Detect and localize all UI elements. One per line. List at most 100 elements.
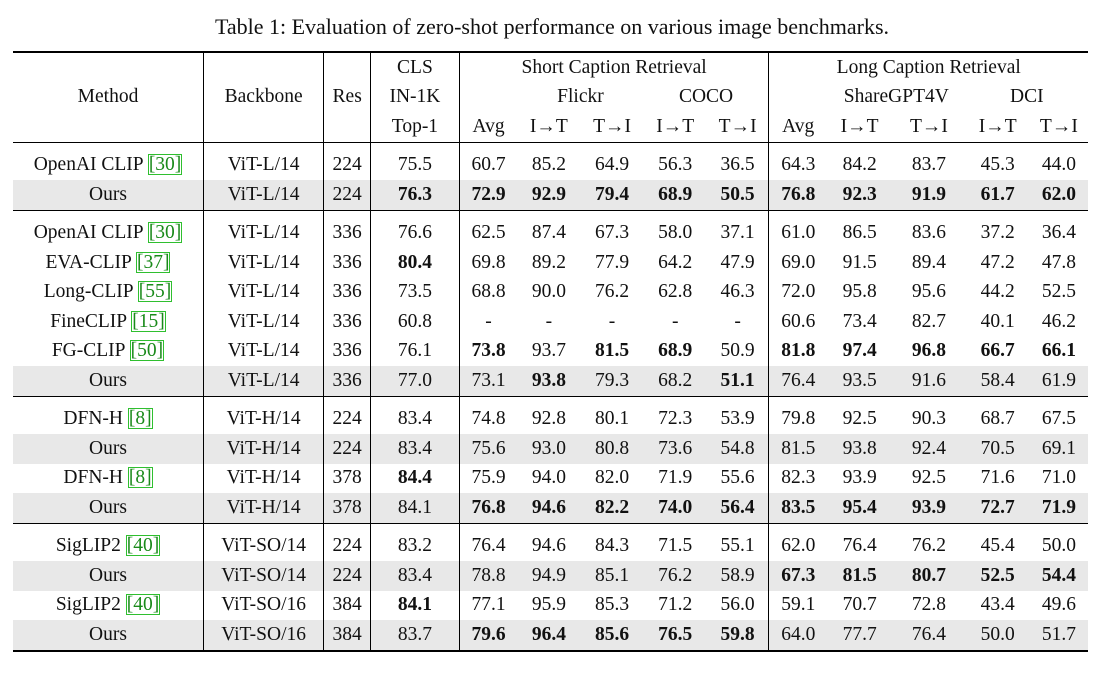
score-cell: 37.2 <box>980 222 1015 244</box>
score-cell: 77.7 <box>827 620 893 652</box>
method-name: OpenAI CLIP <box>33 154 148 176</box>
method-name: Ours <box>89 369 127 391</box>
score-cell: 92.3 <box>827 180 893 210</box>
score-cell: 79.6 <box>458 620 518 652</box>
backbone-cell: ViT-L/14 <box>203 180 324 210</box>
res-cell: 384 <box>323 620 371 652</box>
citation-link[interactable]: [30] <box>147 222 183 244</box>
score-cell: 46.3 <box>720 281 755 303</box>
method-cell: Long-CLIP [55] <box>13 278 204 308</box>
col-header: I→T <box>517 112 581 143</box>
score-cell: 97.4 <box>842 340 877 362</box>
method-cell: DFN-H [8] <box>13 405 204 435</box>
score-cell: - <box>608 310 616 332</box>
res-cell: 378 <box>323 463 371 493</box>
res-cell: 224 <box>323 404 371 434</box>
score-cell: 77.9 <box>594 251 630 273</box>
score-cell: 76.2 <box>643 561 707 591</box>
backbone-cell: ViT-SO/14 <box>203 531 324 561</box>
score-cell: 95.8 <box>842 281 877 303</box>
backbone-cell: ViT-SO/16 <box>203 620 324 652</box>
col-header: Avg <box>768 112 828 143</box>
citation-link[interactable]: [40] <box>125 594 161 616</box>
citation-link[interactable]: [8] <box>127 467 153 489</box>
method-cell: OpenAI CLIP [30] <box>13 219 204 249</box>
score-cell: 93.0 <box>517 434 581 464</box>
backbone-cell: ViT-L/14 <box>203 307 324 337</box>
method-name: Ours <box>89 496 127 518</box>
method-name: Long-CLIP <box>43 281 138 303</box>
citation-link[interactable]: [37] <box>135 251 171 273</box>
score-cell: 55.1 <box>720 535 755 557</box>
score-cell: 92.8 <box>531 408 566 430</box>
score-cell: 92.9 <box>517 180 581 210</box>
table-row: Ours ViT-L/14 224 76.3 72.9 92.9 79.4 68.9 50.5 7… <box>13 180 1088 210</box>
citation-link[interactable]: [40] <box>125 535 161 557</box>
score-cell: - <box>458 307 518 337</box>
method-cell: Ours <box>13 561 204 591</box>
score-cell: 85.3 <box>594 594 630 616</box>
score-cell: 51.1 <box>706 366 769 396</box>
citation-link[interactable]: [15] <box>131 310 166 332</box>
cls-header-line1: CLS <box>370 51 460 83</box>
score-cell: 55.6 <box>720 467 755 489</box>
score-cell: 44.2 <box>980 281 1015 303</box>
score-cell: 46.2 <box>1041 310 1076 332</box>
score-cell: 58.9 <box>706 561 769 591</box>
score-cell: 50.5 <box>706 180 769 210</box>
res-cell: 336 <box>323 366 371 396</box>
col-header: T→I <box>580 112 644 143</box>
cls-cell: 83.4 <box>370 404 460 434</box>
score-cell: 85.6 <box>580 620 644 652</box>
col-header: Avg <box>458 112 518 143</box>
score-cell: 93.9 <box>842 467 877 489</box>
cls-header-line2: IN-1K <box>370 82 460 112</box>
citation-link[interactable]: [30] <box>147 154 183 176</box>
col-header: T→I <box>892 112 966 143</box>
table-caption: Table 1: Evaluation of zero-shot perform… <box>214 14 890 39</box>
score-cell: 47.2 <box>980 251 1015 273</box>
score-cell: 91.9 <box>892 180 966 210</box>
score-cell: 73.6 <box>643 434 707 464</box>
score-cell: 64.0 <box>768 620 828 652</box>
cls-cell: 60.8 <box>370 307 460 337</box>
method-cell: SigLIP2 [40] <box>13 532 204 562</box>
score-cell: 62.8 <box>658 281 693 303</box>
score-cell: 82.2 <box>580 493 644 523</box>
score-cell: 49.6 <box>1041 594 1076 616</box>
score-cell: 93.8 <box>517 366 581 396</box>
citation-link[interactable]: [55] <box>137 281 173 303</box>
citation-link[interactable]: [8] <box>127 408 153 430</box>
score-cell: 80.1 <box>594 408 630 430</box>
method-name: Ours <box>89 437 127 459</box>
score-cell: 64.2 <box>658 251 693 273</box>
table-row: EVA-CLIP [37] ViT-L/14 336 80.4 69.8 89.2 77.9… <box>13 248 1088 278</box>
res-cell: 384 <box>323 590 371 620</box>
backbone-cell: ViT-H/14 <box>203 463 324 493</box>
score-cell: 81.5 <box>827 561 893 591</box>
cls-cell: 84.1 <box>370 590 460 620</box>
score-cell: 91.6 <box>892 366 966 396</box>
method-cell: Ours <box>13 434 204 464</box>
backbone-cell: ViT-SO/16 <box>203 590 324 620</box>
score-cell: 76.2 <box>594 281 630 303</box>
header-row-1: CLS Short Caption Retrieval Long Caption… <box>13 51 1088 83</box>
cls-cell: 77.0 <box>370 366 460 396</box>
score-cell: 67.5 <box>1041 408 1076 430</box>
col-header: I→T <box>965 112 1030 143</box>
res-cell: 224 <box>323 150 371 180</box>
score-cell: 87.4 <box>531 222 566 244</box>
backbone-cell: ViT-L/14 <box>203 277 324 307</box>
score-cell: 62.0 <box>1029 180 1088 210</box>
method-cell: FG-CLIP [50] <box>13 337 204 367</box>
res-header: Res <box>323 82 371 112</box>
score-cell: 68.2 <box>643 366 707 396</box>
score-cell: 60.6 <box>768 307 828 337</box>
score-cell: - <box>734 310 741 332</box>
score-cell: 47.8 <box>1041 251 1076 273</box>
cls-cell: 76.1 <box>370 336 460 366</box>
score-cell: 66.7 <box>980 340 1015 362</box>
score-cell: 93.9 <box>892 493 966 523</box>
citation-link[interactable]: [50] <box>129 340 165 362</box>
score-cell: 84.2 <box>842 154 877 176</box>
